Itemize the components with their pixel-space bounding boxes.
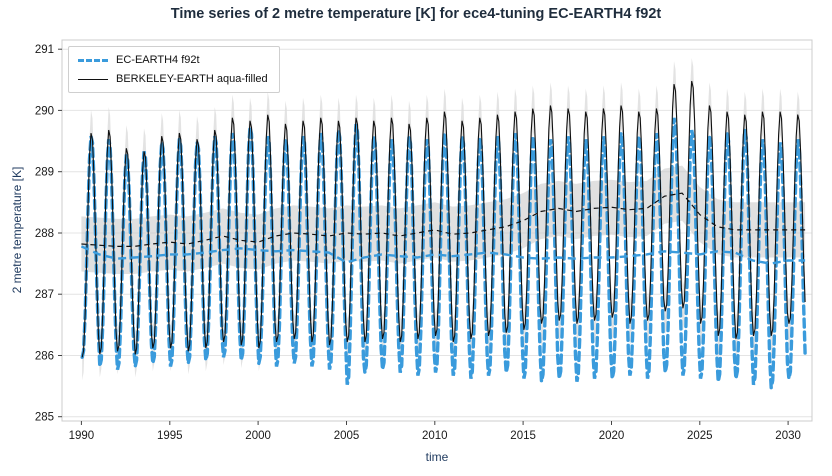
legend-label-ec-earth: EC-EARTH4 f92t bbox=[116, 54, 200, 66]
y-tick-label: 289 bbox=[35, 167, 54, 179]
y-tick-label: 285 bbox=[35, 412, 54, 424]
x-tick-label: 2000 bbox=[245, 430, 271, 442]
ec-earth-line-sample-icon bbox=[78, 58, 108, 62]
berkeley-running-mean-line bbox=[81, 192, 806, 247]
y-tick-label: 291 bbox=[35, 44, 54, 56]
legend-entry-berkeley: BERKELEY-EARTH aqua-filled bbox=[78, 73, 268, 85]
y-tick-label: 286 bbox=[35, 351, 54, 363]
berkeley-line-sample-icon bbox=[78, 78, 108, 80]
x-tick-label: 2015 bbox=[510, 430, 536, 442]
legend: EC-EARTH4 f92t BERKELEY-EARTH aqua-fille… bbox=[68, 46, 280, 93]
ec-earth-running-mean-line bbox=[80, 245, 806, 265]
x-tick-label: 1995 bbox=[157, 430, 183, 442]
plot-border bbox=[61, 39, 813, 422]
berkeley-series-line bbox=[81, 80, 806, 358]
x-tick-label: 2030 bbox=[775, 430, 801, 442]
x-axis-label: time bbox=[425, 450, 449, 464]
legend-entry-ec-earth: EC-EARTH4 f92t bbox=[78, 54, 268, 66]
y-tick-label: 290 bbox=[35, 105, 54, 117]
x-tick-label: 2025 bbox=[687, 430, 713, 442]
y-tick-label: 287 bbox=[35, 289, 54, 301]
y-axis-label: 2 metre temperature [K] bbox=[10, 166, 24, 294]
x-tick-label: 2005 bbox=[334, 430, 360, 442]
x-tick-label: 1990 bbox=[69, 430, 95, 442]
chart-title: Time series of 2 metre temperature [K] f… bbox=[170, 6, 662, 22]
x-tick-label: 2010 bbox=[422, 430, 448, 442]
y-tick-label: 288 bbox=[35, 228, 54, 240]
legend-label-berkeley: BERKELEY-EARTH aqua-filled bbox=[116, 73, 268, 85]
x-tick-label: 2020 bbox=[599, 430, 625, 442]
